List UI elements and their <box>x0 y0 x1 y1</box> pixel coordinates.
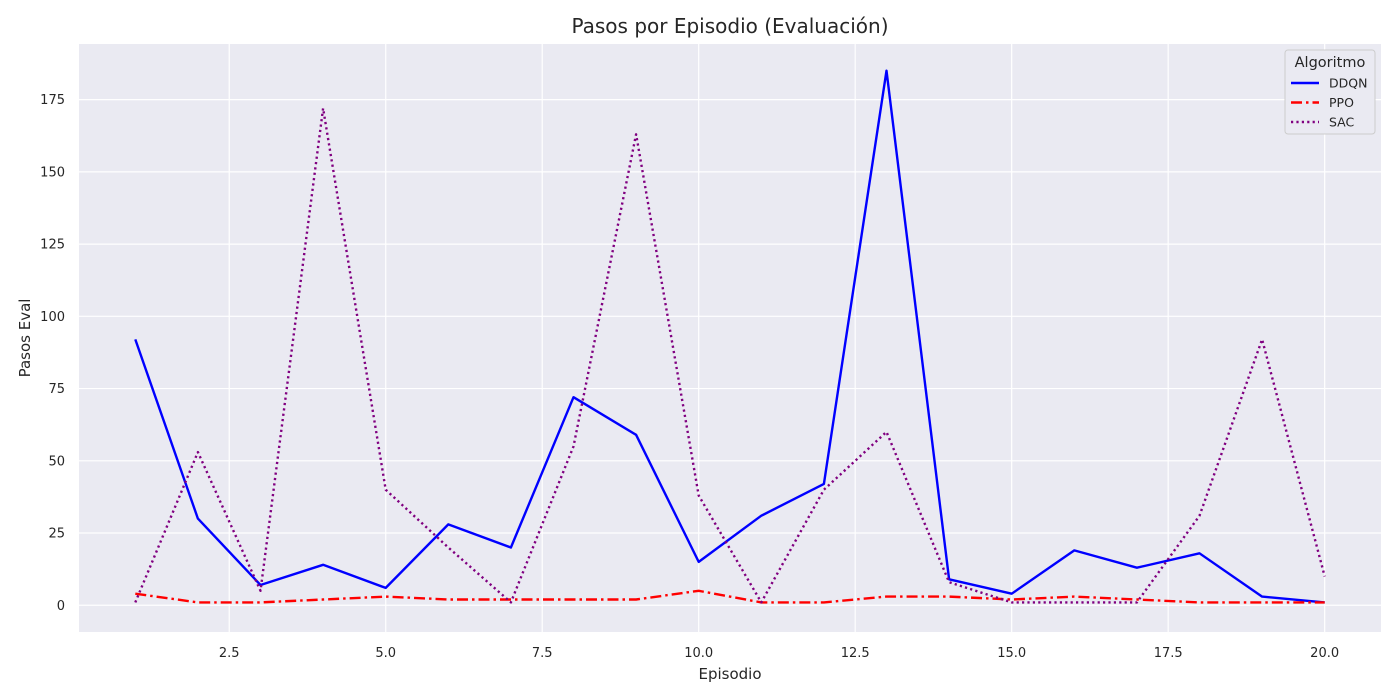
y-tick-label: 175 <box>40 93 65 108</box>
series-line-sac <box>134 107 1326 604</box>
legend-label-sac: SAC <box>1329 115 1354 130</box>
legend-box <box>1284 49 1376 135</box>
series-lines <box>134 69 1326 604</box>
legend-title: Algoritmo <box>1295 55 1366 71</box>
y-tick-label: 100 <box>40 310 65 325</box>
x-tick-label: 7.5 <box>532 646 553 661</box>
x-axis-ticks: 2.5 5.0 7.5 10.0 12.5 15.0 17.5 20.0 <box>219 646 1339 661</box>
legend-label-ppo: PPO <box>1329 95 1354 110</box>
x-tick-label: 10.0 <box>684 646 713 661</box>
x-tick-label: 12.5 <box>841 646 870 661</box>
y-axis-ticks: 0 25 50 75 100 125 150 175 <box>40 93 65 614</box>
y-tick-label: 125 <box>40 238 65 253</box>
x-tick-label: 15.0 <box>997 646 1026 661</box>
y-tick-label: 75 <box>48 382 65 397</box>
y-tick-label: 50 <box>48 454 65 469</box>
series-line-ddqn <box>134 69 1325 604</box>
x-tick-label: 20.0 <box>1310 646 1339 661</box>
y-axis-label: Pasos Eval <box>16 299 34 378</box>
x-tick-label: 17.5 <box>1154 646 1183 661</box>
y-tick-label: 25 <box>48 527 65 542</box>
x-axis-label: Episodio <box>698 665 761 683</box>
grid-lines <box>79 44 1381 632</box>
plot-area <box>79 44 1381 632</box>
y-tick-label: 150 <box>40 165 65 180</box>
x-tick-label: 2.5 <box>219 646 240 661</box>
legend: Algoritmo DDQN PPO SAC <box>1284 49 1376 135</box>
legend-label-ddqn: DDQN <box>1329 76 1367 91</box>
series-line-ppo <box>135 589 1325 604</box>
x-tick-label: 5.0 <box>375 646 396 661</box>
y-tick-label: 0 <box>57 599 65 614</box>
chart-title: Pasos por Episodio (Evaluación) <box>571 14 888 38</box>
